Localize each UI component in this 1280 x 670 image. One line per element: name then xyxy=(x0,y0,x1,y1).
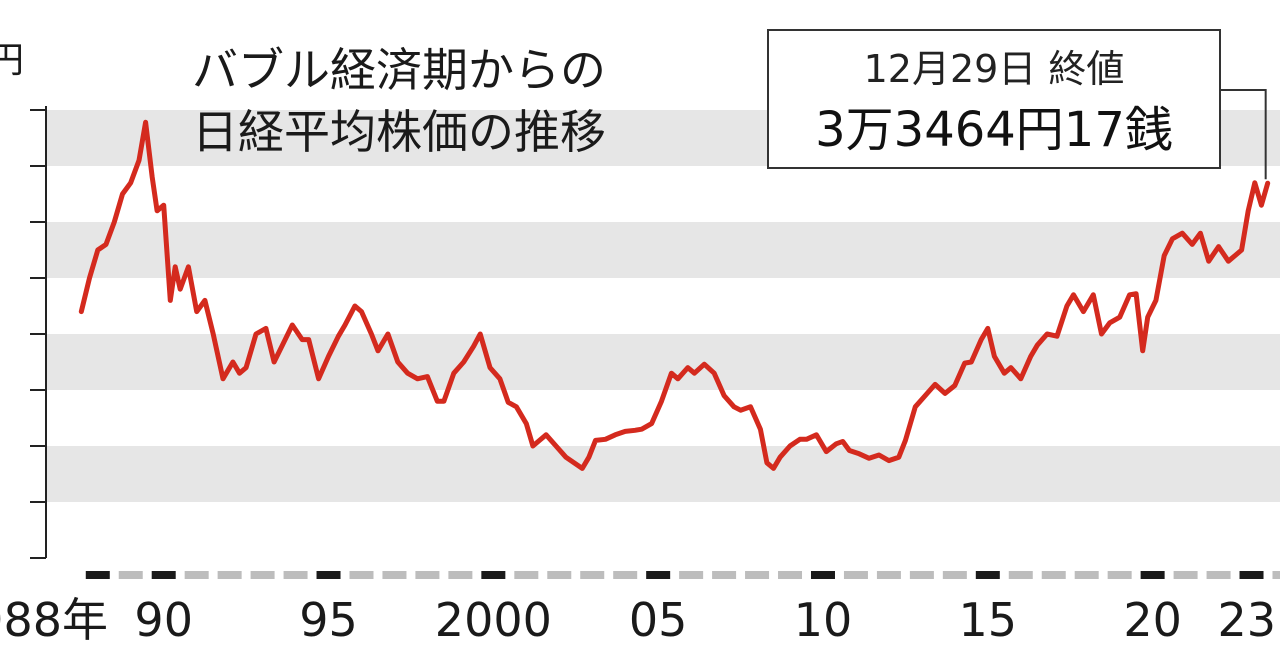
x-year-segment xyxy=(1239,571,1264,579)
x-year-segment xyxy=(810,571,835,579)
x-year-segment xyxy=(1041,571,1066,579)
x-year-segment xyxy=(118,571,143,579)
x-year-segment xyxy=(250,571,275,579)
x-year-segment xyxy=(415,571,440,579)
chart-title-line-1: バブル経済期からの xyxy=(192,43,606,97)
x-tick-label: 15 xyxy=(959,593,1018,647)
annotation-date: 12月29日 終値 xyxy=(864,47,1125,91)
x-year-segment xyxy=(580,571,605,579)
x-year-segment xyxy=(151,571,176,579)
x-year-segment xyxy=(283,571,308,579)
x-year-segment xyxy=(448,571,473,579)
chart-title-line-2: 日経平均株価の推移 xyxy=(192,105,606,159)
x-year-segment xyxy=(843,571,868,579)
x-year-segment xyxy=(1008,571,1033,579)
y-band xyxy=(46,222,1280,278)
x-tick-label: 95 xyxy=(299,593,358,647)
x-year-segment xyxy=(909,571,934,579)
x-year-segment xyxy=(547,571,572,579)
x-year-segment xyxy=(481,571,506,579)
annotation-box xyxy=(767,29,1221,169)
x-year-segment xyxy=(1173,571,1198,579)
x-axis xyxy=(85,571,1280,579)
x-year-segment xyxy=(975,571,1000,579)
x-year-segment xyxy=(316,571,341,579)
x-year-segment xyxy=(1074,571,1099,579)
x-year-segment xyxy=(646,571,671,579)
annotation-leader xyxy=(1220,89,1267,180)
series-line xyxy=(78,119,1271,471)
x-tick-label: 10 xyxy=(794,593,853,647)
x-year-segment xyxy=(1140,571,1165,579)
x-year-segment xyxy=(942,571,967,579)
x-year-segment xyxy=(613,571,638,579)
x-year-segment xyxy=(1272,571,1280,579)
x-tick-label: 05 xyxy=(629,593,688,647)
x-year-segment xyxy=(1107,571,1132,579)
x-year-segment xyxy=(679,571,704,579)
y-axis xyxy=(30,106,47,559)
x-tick-label: 20 xyxy=(1123,593,1182,647)
x-year-segment xyxy=(382,571,407,579)
y-band xyxy=(46,446,1280,502)
x-year-segment xyxy=(85,571,110,579)
x-tick-label: 90 xyxy=(134,593,193,647)
x-year-segment xyxy=(217,571,242,579)
x-year-segment xyxy=(514,571,539,579)
x-tick-label: 23 xyxy=(1217,593,1276,647)
x-year-segment xyxy=(712,571,737,579)
x-year-segment xyxy=(184,571,209,579)
x-year-segment xyxy=(1206,571,1231,579)
x-year-segment xyxy=(745,571,770,579)
x-tick-label: 1988年 xyxy=(0,593,108,647)
x-year-segment xyxy=(349,571,374,579)
x-tick-label: 2000 xyxy=(435,593,552,647)
x-year-segment xyxy=(876,571,901,579)
x-tick-labels: 1988年 90 95 2000 05 10 15 20 23 xyxy=(0,593,1276,647)
y-unit-label: 円 xyxy=(0,40,24,81)
x-year-segment xyxy=(778,571,803,579)
annotation-value: 3万3464円17銭 xyxy=(815,102,1173,158)
